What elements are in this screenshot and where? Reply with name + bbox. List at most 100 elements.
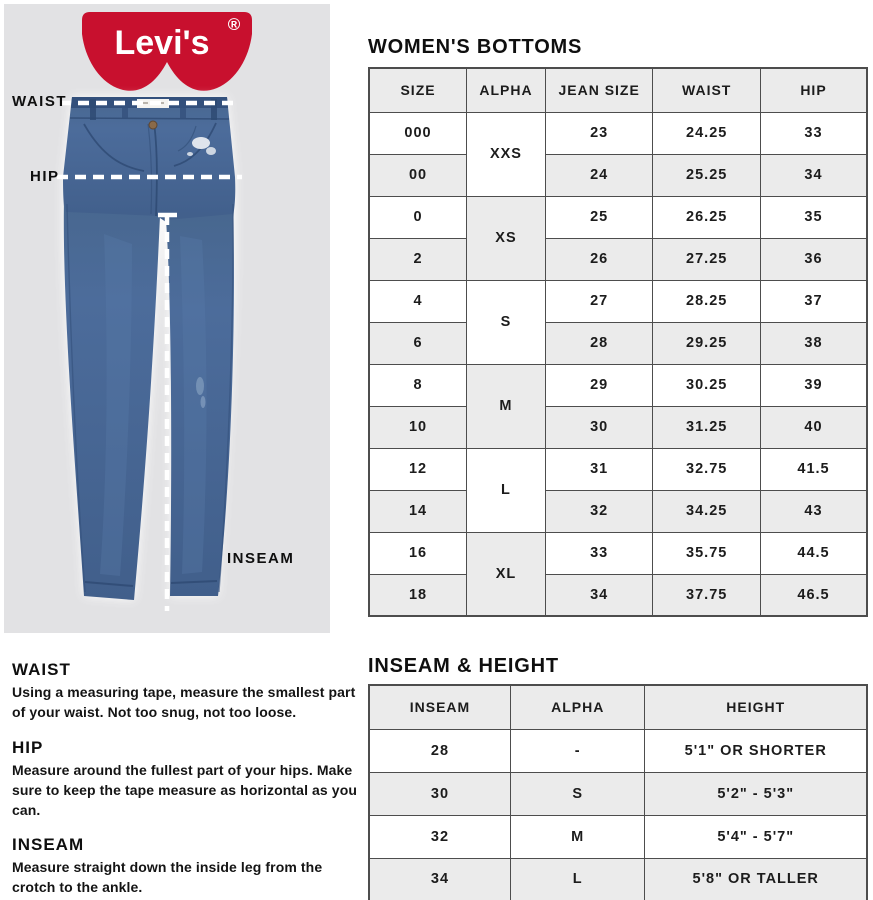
header-alpha: ALPHA: [466, 67, 546, 113]
size-cell: 18: [368, 573, 468, 617]
waist-cell: 32.75: [652, 447, 761, 491]
guide-heading-waist: WAIST: [12, 660, 71, 679]
inseam-row-32: 32 M 5'4" - 5'7": [368, 814, 868, 859]
header-hip: HIP: [759, 67, 868, 113]
hip-label: HIP: [30, 168, 60, 185]
jean-size-cell: 32: [544, 489, 654, 533]
waist-cell: 37.75: [652, 573, 761, 617]
bottoms-header-row: SIZE ALPHA JEAN SIZE WAIST HIP: [368, 67, 868, 113]
inseam-row-34: 34 L 5'8" OR TALLER: [368, 857, 868, 900]
waist-label: WAIST: [12, 93, 67, 110]
jean-size-cell: 33: [544, 531, 654, 575]
guide-text-waist: Using a measuring tape, measure the smal…: [12, 684, 356, 720]
header-size: SIZE: [368, 67, 468, 113]
waist-cell: 29.25: [652, 321, 761, 365]
height-cell: 5'2" - 5'3": [644, 771, 868, 816]
hip-cell: 37: [759, 279, 868, 323]
alpha-cell: S: [509, 771, 646, 816]
waist-cell: 26.25: [652, 195, 761, 239]
inseam-label: INSEAM: [227, 550, 295, 567]
inseam-cell: 30: [368, 771, 511, 816]
inseam-row-28: 28-5'1" OR SHORTER: [368, 728, 868, 773]
height-cell: 5'8" OR TALLER: [644, 857, 868, 900]
size-cell: 14: [368, 489, 468, 533]
measuring-guide: WAIST Using a measuring tape, measure th…: [12, 660, 358, 900]
hip-cell: 36: [759, 237, 868, 281]
alpha-cell: S: [466, 279, 546, 365]
jean-size-cell: 24: [544, 153, 654, 197]
measurement-lines: [57, 100, 242, 611]
distress-patch: [192, 137, 210, 149]
hip-cell: 43: [759, 489, 868, 533]
hip-cell: 40: [759, 405, 868, 449]
waist-cell: 25.25: [652, 153, 761, 197]
guide-heading-hip: HIP: [12, 737, 44, 757]
jean-size-cell: 26: [544, 237, 654, 281]
jean-size-cell: 31: [544, 447, 654, 491]
waist-cell: 24.25: [652, 111, 761, 155]
waist-cell: 34.25: [652, 489, 761, 533]
header-height: HEIGHT: [644, 684, 868, 730]
hip-cell: 44.5: [759, 531, 868, 575]
alpha-cell: M: [466, 363, 546, 449]
jean-size-cell: 34: [544, 573, 654, 617]
jean-size-cell: 27: [544, 279, 654, 323]
hip-cell: 38: [759, 321, 868, 365]
size-cell: 16: [368, 531, 468, 575]
bottoms-row-size-2: 2 26 27.25 36: [368, 237, 868, 281]
jeans-measurement-illustration: Levi's ®: [57, 12, 252, 611]
bottoms-row-size-00: 00 24 25.25 34: [368, 153, 868, 197]
alpha-cell: XS: [466, 195, 546, 281]
jean-size-cell: 25: [544, 195, 654, 239]
size-cell: 8: [368, 363, 468, 407]
bottoms-row-size-8: 8 M 29 30.25 39: [368, 363, 868, 449]
bottoms-row-size-6: 6 28 29.25 38: [368, 321, 868, 365]
guide-heading-inseam: INSEAM: [12, 835, 85, 855]
inseam-height-table: INSEAM ALPHA HEIGHT 28-5'1" OR SHORTER 30…: [368, 684, 868, 900]
levis-logo: Levi's ®: [82, 12, 252, 91]
levis-logo-text: Levi's: [114, 24, 209, 62]
registered-trademark-icon: ®: [228, 15, 241, 34]
jeans-graphic: [63, 97, 236, 600]
hip-cell: 33: [759, 111, 868, 155]
alpha-cell: -: [509, 728, 646, 773]
alpha-cell: XL: [466, 531, 546, 617]
height-cell: 5'1" OR SHORTER: [644, 728, 868, 773]
size-cell: 000: [368, 111, 468, 155]
alpha-cell: L: [509, 857, 646, 900]
alpha-cell: L: [466, 447, 546, 533]
hip-cell: 39: [759, 363, 868, 407]
guide-text-hip: Measure around the fullest part of your …: [12, 761, 357, 818]
hip-cell: 41.5: [759, 447, 868, 491]
inseam-row-30: 30 S 5'2" - 5'3": [368, 771, 868, 816]
header-inseam: INSEAM: [368, 684, 511, 730]
header-jean-size: JEAN SIZE: [544, 67, 654, 113]
waist-cell: 31.25: [652, 405, 761, 449]
size-cell: 10: [368, 405, 468, 449]
size-guide-illustration-panel: Levi's ®: [4, 4, 330, 633]
inseam-cell: 28: [368, 728, 511, 773]
size-cell: 4: [368, 279, 468, 323]
inseam-header-row: INSEAM ALPHA HEIGHT: [368, 684, 868, 730]
waist-cell: 27.25: [652, 237, 761, 281]
size-cell: 6: [368, 321, 468, 365]
bottoms-row-size-18: 18 34 37.75 46.5: [368, 573, 868, 617]
bottoms-row-size-16: 16 XL 33 35.75 44.5: [368, 531, 868, 617]
hip-cell: 35: [759, 195, 868, 239]
womens-bottoms-table: SIZE ALPHA JEAN SIZE WAIST HIP 000 XXS 23 2…: [368, 67, 868, 617]
bottoms-table-title: WOMEN'S BOTTOMS: [368, 36, 583, 58]
header-waist: WAIST: [652, 67, 761, 113]
size-cell: 00: [368, 153, 468, 197]
waist-cell: 30.25: [652, 363, 761, 407]
guide-text-inseam: Measure straight down the inside leg fro…: [12, 859, 323, 896]
hip-cell: 46.5: [759, 573, 868, 617]
bottoms-row-size-4: 4 S 27 28.25 37: [368, 279, 868, 365]
bottoms-row-size-14: 14 32 34.25 43: [368, 489, 868, 533]
size-cell: 2: [368, 237, 468, 281]
hip-cell: 34: [759, 153, 868, 197]
header-alpha: ALPHA: [509, 684, 646, 730]
bottoms-row-size-12: 12 L 31 32.75 41.5: [368, 447, 868, 533]
bottoms-row-size-0: 0 XS 25 26.25 35: [368, 195, 868, 281]
bottoms-row-size-10: 10 30 31.25 40: [368, 405, 868, 449]
